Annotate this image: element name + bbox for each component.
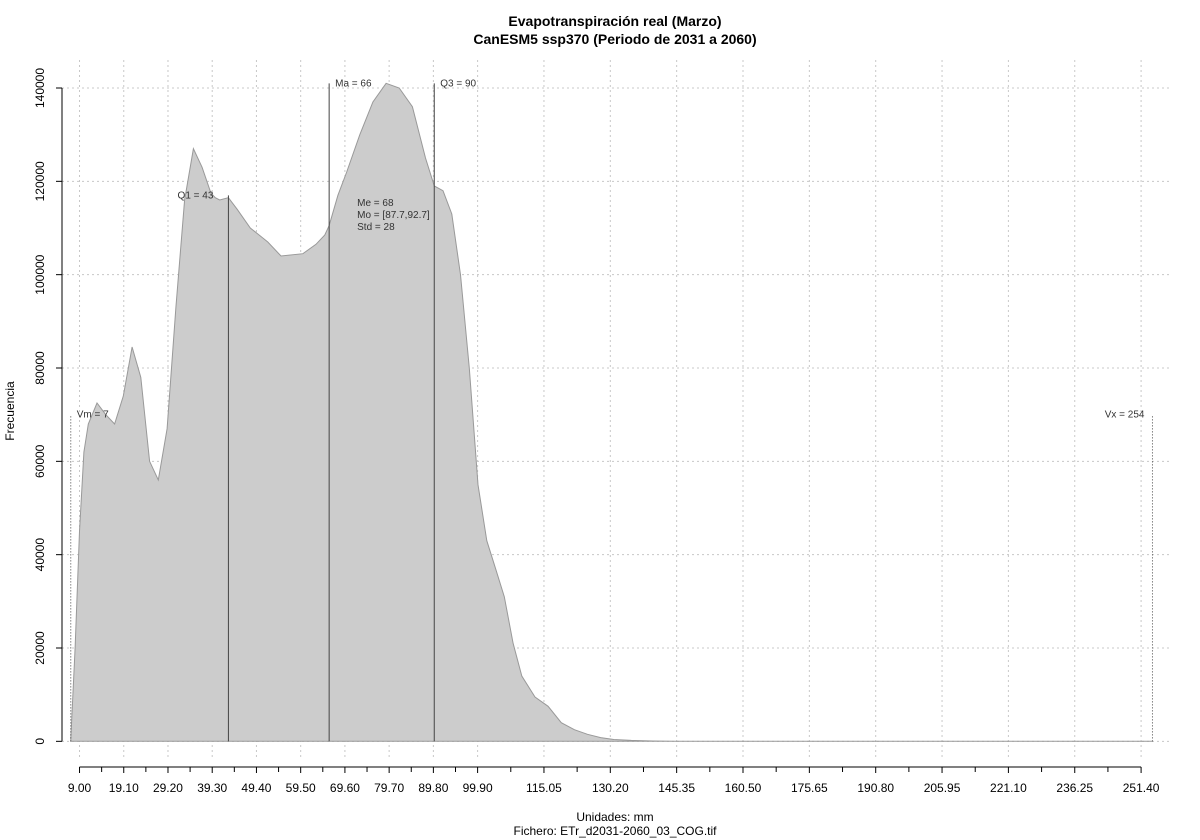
y-axis-label: Frecuencia: [3, 381, 17, 441]
x-tick-label: 29.20: [153, 781, 183, 795]
stat-text: Std = 28: [357, 222, 395, 233]
y-tick-label: 20000: [33, 631, 47, 665]
x-tick-label: 99.90: [463, 781, 493, 795]
file-caption: Fichero: ETr_d2031-2060_03_COG.tif: [513, 824, 717, 838]
x-tick-label: 39.30: [197, 781, 227, 795]
x-axis-label: Unidades: mm: [576, 810, 654, 824]
y-tick-label: 40000: [33, 538, 47, 572]
x-tick-label: 79.70: [374, 781, 404, 795]
x-tick-label: 251.40: [1123, 781, 1160, 795]
x-tick-label: 9.00: [68, 781, 92, 795]
x-tick-label: 49.40: [241, 781, 271, 795]
x-tick-label: 205.95: [924, 781, 961, 795]
y-tick-label: 120000: [33, 161, 47, 201]
stat-text: Me = 68: [357, 198, 394, 209]
x-tick-label: 115.05: [526, 781, 562, 795]
x-tick-label: 69.60: [330, 781, 360, 795]
y-axis: 0 20000 40000 60000 80000 100000 120000 140000: [33, 68, 63, 745]
x-tick-label: 130.20: [592, 781, 629, 795]
x-tick-label: 59.50: [286, 781, 316, 795]
x-tick-label: 160.50: [725, 781, 762, 795]
chart-subtitle: CanESM5 ssp370 (Periodo de 2031 a 2060): [473, 31, 757, 47]
y-tick-label: 0: [33, 738, 47, 745]
stat-text: Mo = [87.7,92.7]: [357, 210, 430, 221]
x-tick-label: 19.10: [109, 781, 139, 795]
y-tick-label: 100000: [33, 254, 47, 294]
stat-line-label: Q1 = 43: [178, 190, 214, 201]
x-axis: 9.00 19.10 29.20 39.30 49.40 59.50 69.60 79.70 8…: [68, 766, 1160, 795]
y-tick-label: 140000: [33, 68, 47, 108]
frequency-area: [70, 82, 1153, 742]
stat-line-label: Ma = 66: [335, 78, 372, 89]
y-tick-label: 60000: [33, 444, 47, 478]
x-tick-label: 175.65: [791, 781, 828, 795]
statistic-lines: Vm = 7 Q1 = 43 Ma = 66 Q3 = 90 Vx = 254: [70, 78, 1153, 742]
chart-title: Evapotranspiración real (Marzo): [508, 13, 722, 29]
x-tick-label: 221.10: [990, 781, 1027, 795]
x-tick-label: 145.35: [658, 781, 695, 795]
stat-line-label: Q3 = 90: [440, 78, 476, 89]
stat-line-label: Vm = 7: [77, 410, 109, 421]
x-tick-label: 89.80: [418, 781, 448, 795]
stat-line-label: Vx = 254: [1105, 410, 1145, 421]
y-tick-label: 80000: [33, 351, 47, 385]
x-tick-label: 190.80: [857, 781, 894, 795]
x-tick-label: 236.25: [1056, 781, 1093, 795]
